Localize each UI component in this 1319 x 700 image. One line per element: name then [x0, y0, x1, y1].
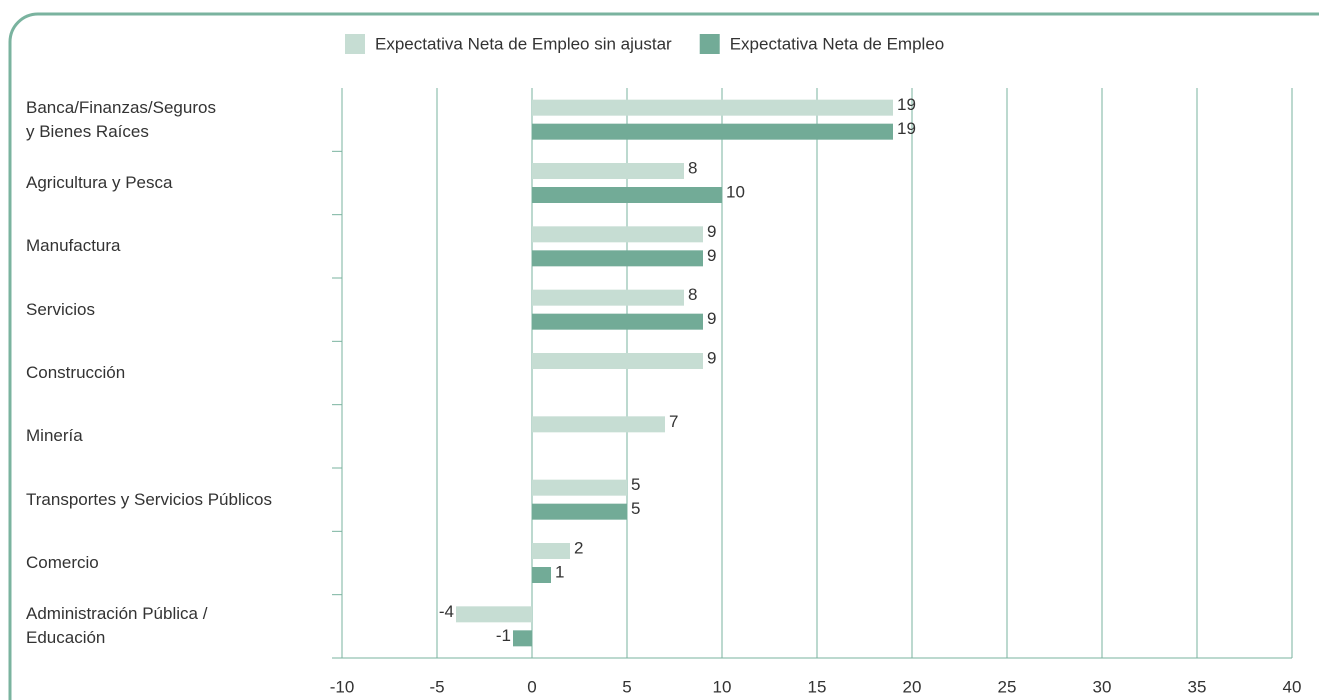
bar — [532, 99, 893, 116]
x-tick-label: 40 — [1283, 677, 1302, 696]
legend-swatch — [699, 34, 720, 54]
bar — [532, 187, 722, 203]
frame — [8, 12, 1319, 700]
category-label: Agricultura y Pesca — [26, 173, 173, 192]
legend-swatch — [345, 34, 365, 54]
bar — [532, 289, 684, 306]
legend-label: Expectativa Neta de Empleo — [730, 34, 945, 53]
bar — [532, 250, 703, 267]
bar — [532, 479, 627, 496]
bar — [532, 226, 703, 243]
x-tick-label: 10 — [713, 677, 732, 696]
bar — [532, 567, 551, 583]
x-tick-label: 5 — [622, 677, 631, 696]
bar — [532, 353, 703, 369]
x-tick-label: -5 — [429, 677, 444, 696]
value-label: 5 — [631, 475, 640, 494]
bar — [513, 630, 532, 647]
value-label: 19 — [897, 95, 916, 114]
bar — [532, 416, 665, 433]
value-label: 9 — [707, 222, 716, 241]
value-label: -4 — [439, 602, 454, 621]
value-label: 5 — [631, 499, 640, 518]
category-label: Manufactura — [26, 236, 121, 256]
category-label: Comercio — [26, 553, 99, 572]
value-label: 19 — [897, 119, 916, 138]
x-tick-label: 30 — [1093, 677, 1112, 696]
bar — [532, 163, 684, 179]
value-label: 9 — [707, 246, 716, 265]
category-label: Servicios — [26, 299, 95, 319]
bar — [532, 123, 893, 140]
x-tick-label: 25 — [998, 677, 1017, 696]
x-tick-label: 0 — [527, 677, 536, 696]
bar — [532, 503, 627, 520]
x-tick-label: 35 — [1188, 677, 1207, 696]
category-label: Transportes y Servicios Públicos — [26, 489, 272, 509]
value-label: -1 — [496, 626, 511, 645]
value-label: 2 — [574, 538, 583, 557]
x-tick-label: -10 — [330, 677, 355, 696]
category-label: Minería — [26, 426, 83, 446]
x-tick-label: 15 — [808, 677, 827, 696]
value-label: 8 — [688, 158, 697, 177]
bar — [456, 606, 532, 623]
bar — [532, 543, 570, 559]
legend-label: Expectativa Neta de Empleo sin ajustar — [375, 34, 672, 53]
x-tick-label: 20 — [903, 677, 922, 696]
value-label: 8 — [688, 285, 697, 304]
value-label: 9 — [707, 309, 716, 328]
value-label: 7 — [669, 412, 678, 431]
category-label: Administración Pública / Educación — [26, 604, 208, 648]
value-label: 10 — [726, 182, 745, 201]
category-label: Construcción — [26, 363, 126, 382]
value-label: 9 — [707, 348, 716, 367]
bar — [532, 313, 703, 330]
value-label: 1 — [555, 562, 564, 581]
category-label: Banca/Finanzas/Seguros y Bienes Raíces — [26, 97, 216, 141]
